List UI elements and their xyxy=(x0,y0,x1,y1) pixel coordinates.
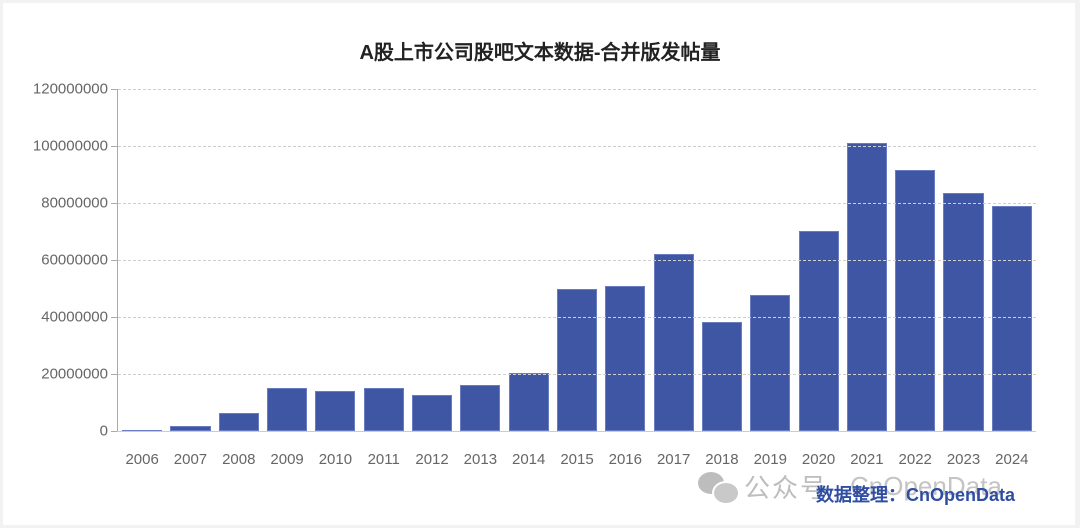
watermark-brand: CnOpenData xyxy=(850,471,1002,501)
x-tick-label: 2021 xyxy=(850,451,884,468)
y-tick-label: 60000000 xyxy=(41,251,108,269)
gridline xyxy=(118,374,1036,375)
x-tick-label: 2018 xyxy=(705,451,739,468)
x-axis xyxy=(112,431,1036,432)
bar-2012 xyxy=(412,395,453,431)
y-tick xyxy=(111,146,117,147)
source-note: 数据整理：CnOpenData xyxy=(816,485,1016,505)
x-tick-label: 2015 xyxy=(560,451,594,468)
bar-2022 xyxy=(895,169,936,431)
bar-2019 xyxy=(750,295,791,431)
bar-2021 xyxy=(846,143,887,431)
x-tick-label: 2006 xyxy=(125,451,159,468)
x-tick-label: 2020 xyxy=(801,451,836,468)
x-tick-label: 2024 xyxy=(995,451,1029,468)
y-tick xyxy=(111,317,117,318)
bar-2007 xyxy=(170,425,211,431)
bar-2016 xyxy=(605,285,646,431)
x-tick-label: 2009 xyxy=(270,451,304,468)
y-tick-label: 80000000 xyxy=(41,194,108,212)
x-tick-label: 2017 xyxy=(656,451,691,468)
x-tick-label: 2016 xyxy=(608,451,642,468)
y-tick-label: 100000000 xyxy=(32,137,108,155)
bar-2014 xyxy=(508,372,549,431)
x-tick-label: 2010 xyxy=(318,451,353,468)
y-tick-label: 40000000 xyxy=(41,308,108,326)
bar-2006 xyxy=(122,429,163,431)
x-tick-label: 2012 xyxy=(415,451,449,468)
gridline xyxy=(118,317,1036,318)
gridline xyxy=(118,89,1036,90)
bar-2009 xyxy=(267,387,308,431)
y-tick xyxy=(111,374,117,375)
x-tick-label: 2007 xyxy=(173,451,208,468)
x-tick-label: 2023 xyxy=(946,451,981,468)
x-tick-label: 2013 xyxy=(463,451,498,468)
bar-2013 xyxy=(460,385,501,431)
y-tick-label: 0 xyxy=(99,422,108,440)
bar-2010 xyxy=(315,391,356,431)
bar-2008 xyxy=(218,413,259,431)
x-tick-label: 2014 xyxy=(511,451,546,468)
gridline xyxy=(118,146,1036,147)
bar-2024 xyxy=(991,205,1032,431)
gridline xyxy=(118,260,1036,261)
y-tick-label: 120000000 xyxy=(32,80,108,98)
chart-title: A股上市公司股吧文本数据-合并版发帖量 xyxy=(359,42,721,64)
bar-2018 xyxy=(701,322,742,431)
y-tick xyxy=(111,431,117,432)
x-tick-label: 2019 xyxy=(753,451,787,468)
bar-2011 xyxy=(363,387,404,431)
y-tick xyxy=(111,260,117,261)
bar-2017 xyxy=(653,254,694,431)
watermark-text: 公众号 xyxy=(744,473,829,503)
y-axis xyxy=(117,89,118,432)
x-tick-label: 2011 xyxy=(367,451,400,468)
y-tick xyxy=(111,203,117,204)
plot-area xyxy=(118,89,1036,431)
gridline xyxy=(118,203,1036,204)
x-tick-label: 2022 xyxy=(898,451,932,468)
watermark: 公众号 CnOpenData xyxy=(698,468,1002,505)
wechat-icon xyxy=(698,471,740,505)
y-tick xyxy=(111,89,117,90)
bar-2015 xyxy=(556,289,598,431)
bar-2023 xyxy=(943,193,984,431)
y-tick-label: 20000000 xyxy=(41,365,108,383)
bar-2020 xyxy=(798,230,839,431)
x-tick-label: 2008 xyxy=(222,451,256,468)
